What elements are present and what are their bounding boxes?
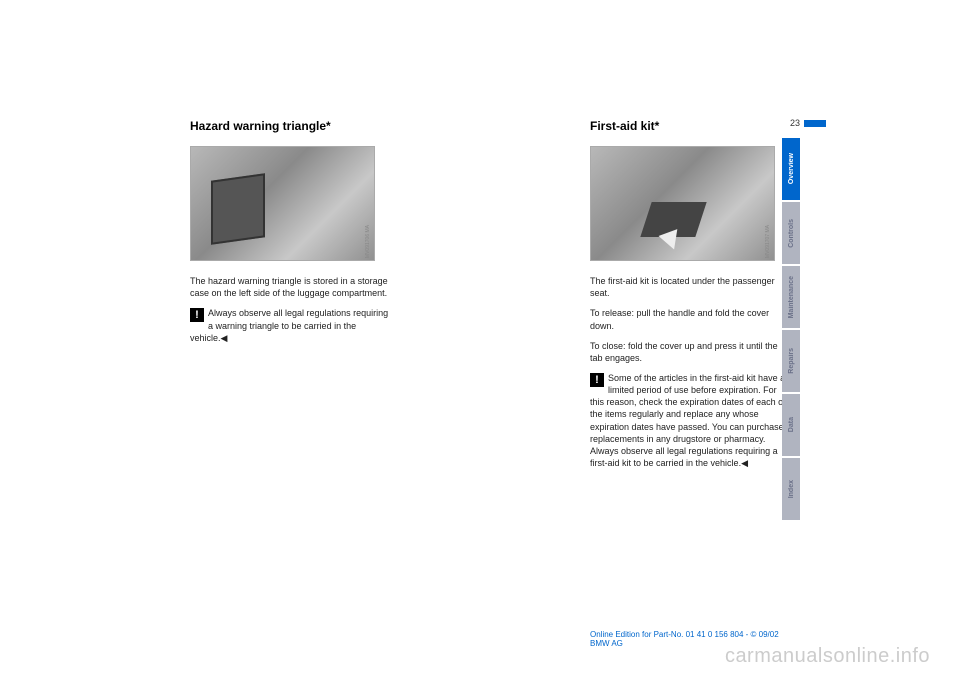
figure-caption: MV091706 MA xyxy=(365,225,372,258)
warning-firstaid: ! Some of the articles in the first-aid … xyxy=(590,372,790,469)
tab-label: Index xyxy=(788,480,795,498)
column-firstaid: First-aid kit* MV091707 MA The first-aid… xyxy=(590,118,790,477)
heading-hazard: Hazard warning triangle* xyxy=(190,118,390,134)
column-hazard: Hazard warning triangle* MV091706 MA The… xyxy=(190,118,390,352)
figure-caption: MV091707 MA xyxy=(765,225,772,258)
tab-index[interactable]: Index xyxy=(782,458,800,520)
tab-maintenance[interactable]: Maintenance xyxy=(782,266,800,328)
warning-text-2: Always observe all legal regulations req… xyxy=(590,446,778,468)
tab-label: Controls xyxy=(788,219,795,248)
page-number: 23 xyxy=(790,118,800,128)
warning-text: Always observe all legal regulations req… xyxy=(190,308,388,342)
tab-data[interactable]: Data xyxy=(782,394,800,456)
watermark-text: carmanualsonline.info xyxy=(725,645,930,668)
figure-first-aid: MV091707 MA xyxy=(590,146,775,261)
warning-icon: ! xyxy=(190,308,204,322)
text-firstaid-release: To release: pull the handle and fold the… xyxy=(590,307,790,331)
warning-icon: ! xyxy=(590,373,604,387)
side-tabs: Overview Controls Maintenance Repairs Da… xyxy=(782,138,800,522)
manual-page: 23 Hazard warning triangle* MV091706 MA … xyxy=(190,118,800,608)
tab-controls[interactable]: Controls xyxy=(782,202,800,264)
tab-label: Maintenance xyxy=(788,276,795,318)
tab-label: Data xyxy=(788,417,795,432)
warning-text: Some of the articles in the first-aid ki… xyxy=(590,373,786,444)
text-hazard-storage: The hazard warning triangle is stored in… xyxy=(190,275,390,299)
tab-repairs[interactable]: Repairs xyxy=(782,330,800,392)
tab-label: Overview xyxy=(788,153,795,184)
heading-firstaid: First-aid kit* xyxy=(590,118,790,134)
text-firstaid-location: The first-aid kit is located under the p… xyxy=(590,275,790,299)
warning-hazard: ! Always observe all legal regulations r… xyxy=(190,307,390,343)
figure-hazard-triangle: MV091706 MA xyxy=(190,146,375,261)
tab-label: Repairs xyxy=(788,348,795,374)
page-number-block: 23 xyxy=(790,118,826,128)
text-firstaid-close: To close: fold the cover up and press it… xyxy=(590,340,790,364)
page-accent-bar xyxy=(804,120,826,127)
tab-overview[interactable]: Overview xyxy=(782,138,800,200)
